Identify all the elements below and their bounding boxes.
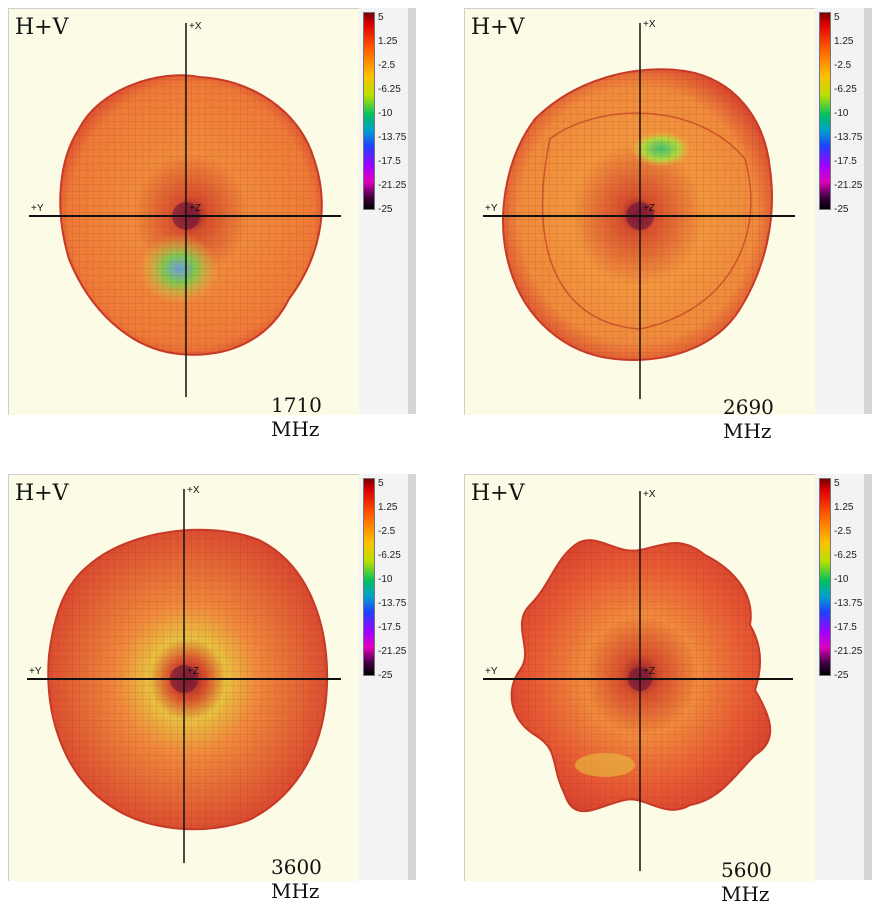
- colorbar-tick: -21.25: [834, 646, 863, 657]
- axis-y-label: +Y: [485, 203, 498, 214]
- frequency-label: 1710 MHz: [271, 393, 322, 441]
- panel-title: H+V: [15, 481, 69, 506]
- colorbar-panel: 5 1.25 -2.5 -6.25 -10 -13.75 -17.5 -21.2…: [815, 8, 872, 414]
- colorbar-tick: 5: [378, 478, 384, 489]
- colorbar-tick: -6.25: [834, 550, 857, 561]
- colorbar-tick: -25: [378, 670, 393, 681]
- scroll-strip: [864, 8, 872, 414]
- colorbar-tick: -2.5: [834, 526, 852, 537]
- colorbar-tick: -17.5: [834, 622, 857, 633]
- colorbar-tick: -6.25: [378, 84, 401, 95]
- colorbar-tick: 1.25: [378, 36, 398, 47]
- radiation-pattern-plot: [29, 23, 341, 397]
- colorbar-tick: -21.25: [834, 180, 863, 191]
- scroll-strip: [408, 8, 416, 414]
- axis-z-label: +Z: [189, 203, 201, 214]
- colorbar-panel: 5 1.25 -2.5 -6.25 -10 -13.75 -17.5 -21.2…: [359, 474, 416, 880]
- colorbar-tick: -13.75: [834, 598, 863, 609]
- pattern-panel-3600: H+V +X +Y +Z 3600 MHz 5 1.25 -2.5 -6.25 …: [8, 474, 416, 903]
- pattern-panel-1710: H+V +X +Y +Z 1710 MHz 5 1.25 -2.5 -6.25 …: [8, 8, 416, 441]
- colorbar-tick: -10: [378, 574, 393, 585]
- colorbar-tick: -13.75: [378, 598, 407, 609]
- plot-area: H+V +X +Y +Z 1710 MHz: [8, 8, 359, 441]
- colorbar-tick: -17.5: [378, 156, 401, 167]
- colorbar-tick: -17.5: [378, 622, 401, 633]
- axis-x-label: +X: [643, 489, 656, 500]
- frequency-label: 5600 MHz: [721, 858, 772, 906]
- colorbar-tick: 5: [378, 12, 384, 23]
- colorbar: [819, 12, 831, 210]
- scroll-strip: [864, 474, 872, 880]
- plot-area: H+V +X +Y +Z 5600 MHz: [464, 474, 815, 906]
- colorbar: [363, 12, 375, 210]
- colorbar-tick: 1.25: [378, 502, 398, 513]
- radiation-pattern-plot: [483, 491, 793, 871]
- axis-z-label: +Z: [187, 666, 199, 677]
- colorbar-tick: 5: [834, 12, 840, 23]
- axis-y-label: +Y: [485, 666, 498, 677]
- axis-x-label: +X: [189, 21, 202, 32]
- colorbar-tick: -10: [834, 574, 849, 585]
- radiation-pattern-plot: [27, 489, 341, 863]
- pattern-panel-2690: H+V +X +Y +Z 2690 MHz 5 1.25 -2.5 -6.25 …: [464, 8, 872, 443]
- axis-y-label: +Y: [29, 666, 42, 677]
- plot-area: H+V +X +Y +Z 3600 MHz: [8, 474, 359, 903]
- colorbar-tick: 5: [834, 478, 840, 489]
- pattern-panel-5600: H+V +X +Y +Z 5600 MHz 5 1.25 -2.5 -6.25 …: [464, 474, 872, 906]
- panel-title: H+V: [471, 481, 525, 506]
- radiation-pattern-plot: [483, 23, 795, 399]
- colorbar-tick: -6.25: [834, 84, 857, 95]
- frequency-label: 3600 MHz: [271, 855, 322, 903]
- colorbar-tick: -13.75: [378, 132, 407, 143]
- panel-title: H+V: [15, 15, 69, 40]
- axis-x-label: +X: [643, 19, 656, 30]
- colorbar: [363, 478, 375, 676]
- panel-title: H+V: [471, 15, 525, 40]
- colorbar-panel: 5 1.25 -2.5 -6.25 -10 -13.75 -17.5 -21.2…: [359, 8, 416, 414]
- axis-z-label: +Z: [643, 666, 655, 677]
- colorbar: [819, 478, 831, 676]
- colorbar-tick: 1.25: [834, 502, 854, 513]
- axis-y-label: +Y: [31, 203, 44, 214]
- axis-z-label: +Z: [643, 203, 655, 214]
- colorbar-tick: -13.75: [834, 132, 863, 143]
- colorbar-tick: -17.5: [834, 156, 857, 167]
- scroll-strip: [408, 474, 416, 880]
- colorbar-tick: -10: [378, 108, 393, 119]
- colorbar-tick: -2.5: [378, 526, 396, 537]
- colorbar-tick: -25: [834, 670, 849, 681]
- colorbar-tick: -21.25: [378, 180, 407, 191]
- colorbar-panel: 5 1.25 -2.5 -6.25 -10 -13.75 -17.5 -21.2…: [815, 474, 872, 880]
- colorbar-tick: -25: [834, 204, 849, 215]
- colorbar-tick: 1.25: [834, 36, 854, 47]
- colorbar-tick: -2.5: [378, 60, 396, 71]
- colorbar-tick: -6.25: [378, 550, 401, 561]
- plot-area: H+V +X +Y +Z 2690 MHz: [464, 8, 815, 443]
- colorbar-tick: -25: [378, 204, 393, 215]
- colorbar-tick: -21.25: [378, 646, 407, 657]
- axis-x-label: +X: [187, 485, 200, 496]
- frequency-label: 2690 MHz: [723, 395, 774, 443]
- colorbar-tick: -10: [834, 108, 849, 119]
- colorbar-tick: -2.5: [834, 60, 852, 71]
